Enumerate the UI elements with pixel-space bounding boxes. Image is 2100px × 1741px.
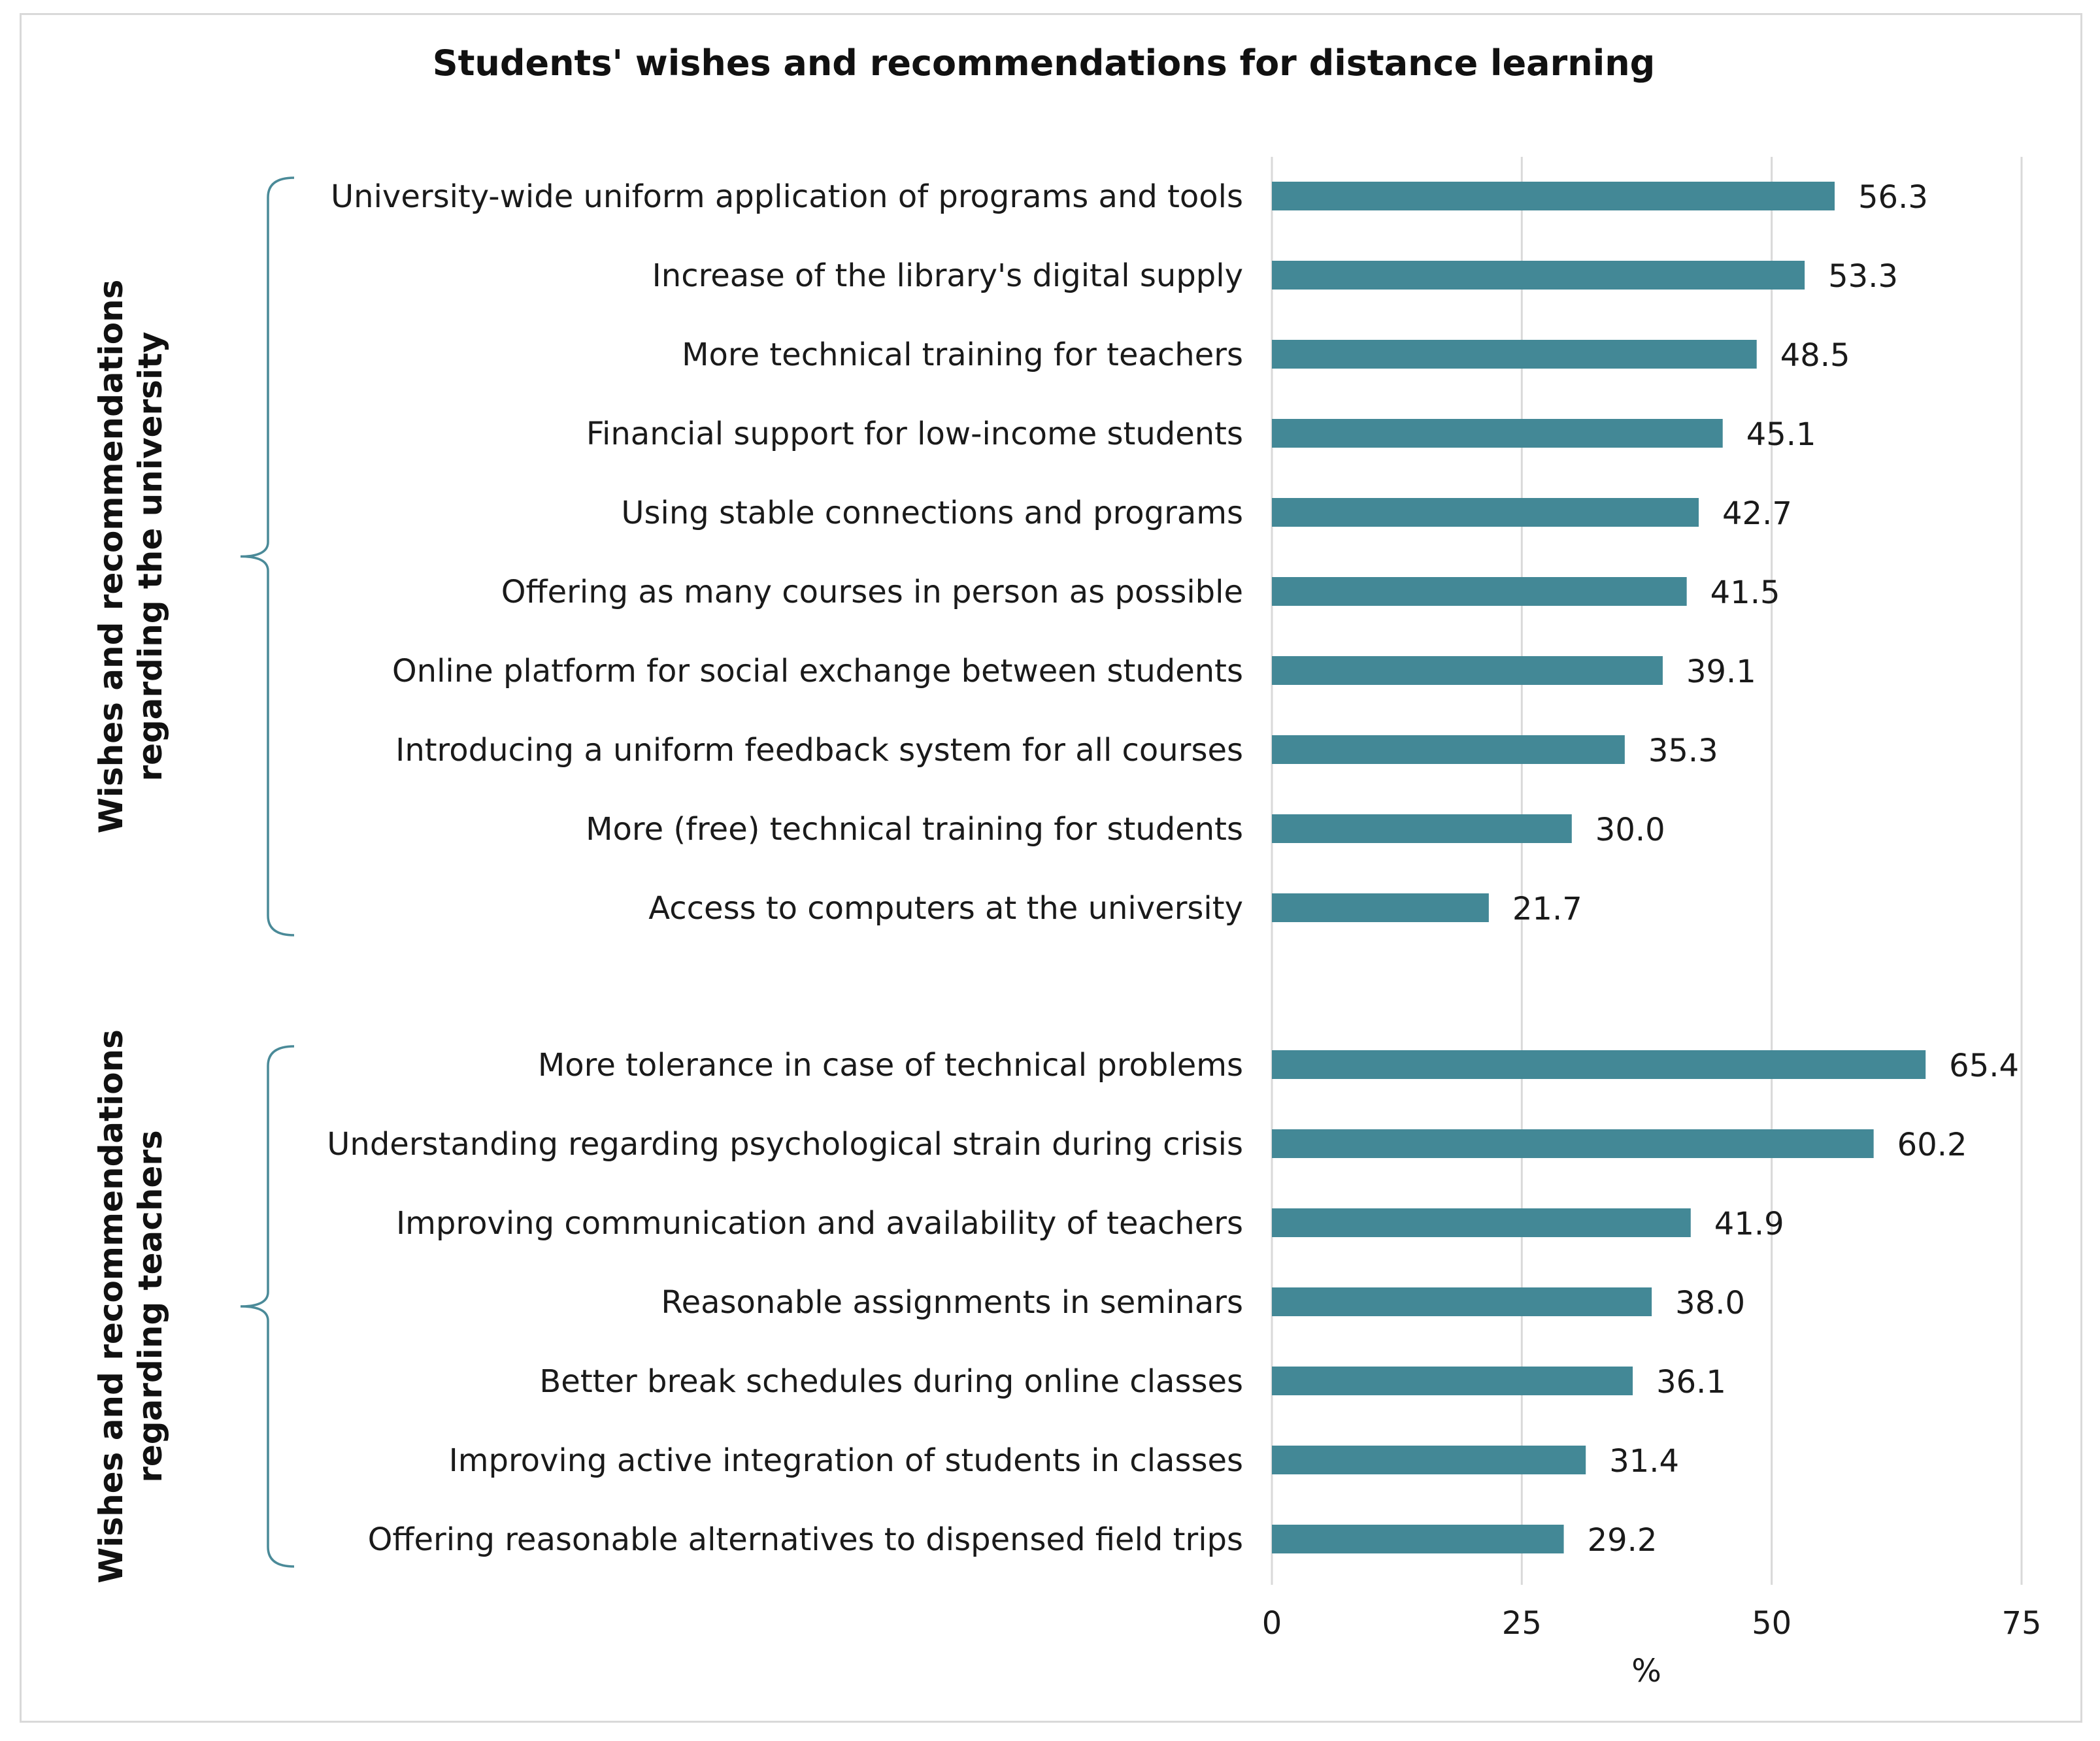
data-label: 30.0 <box>1595 812 1665 848</box>
group-brace <box>240 176 295 937</box>
bar <box>1272 1129 1874 1158</box>
category-label: More (free) technical training for stude… <box>586 811 1243 848</box>
group-label: Wishes and recommendationsregarding teac… <box>92 1029 169 1583</box>
bar <box>1272 656 1663 685</box>
data-label: 39.1 <box>1686 654 1756 690</box>
bar <box>1272 340 1757 369</box>
data-label: 31.4 <box>1609 1443 1679 1480</box>
category-labels: University-wide uniform application of p… <box>327 178 1243 1558</box>
category-label: Introducing a uniform feedback system fo… <box>395 732 1243 769</box>
group-label-line: regarding the university <box>131 331 169 781</box>
data-label: 38.0 <box>1675 1285 1745 1321</box>
data-label: 56.3 <box>1858 179 1928 216</box>
data-label: 65.4 <box>1949 1048 2019 1084</box>
category-label: Understanding regarding psychological st… <box>327 1126 1243 1163</box>
bar <box>1272 182 1835 210</box>
data-label: 42.7 <box>1722 495 1792 532</box>
bars <box>1272 182 1926 1553</box>
group-label-line: Wishes and recommendations <box>92 280 130 834</box>
category-label: Using stable connections and programs <box>621 495 1243 531</box>
category-label: Offering as many courses in person as po… <box>501 574 1243 610</box>
bar <box>1272 814 1572 843</box>
category-label: Offering reasonable alternatives to disp… <box>368 1521 1243 1558</box>
category-label: Access to computers at the university <box>648 890 1243 927</box>
category-label: More technical training for teachers <box>682 337 1243 373</box>
x-tick-label: 25 <box>1502 1605 1542 1642</box>
gridlines <box>1271 157 2023 1585</box>
bar <box>1272 893 1489 922</box>
data-label: 41.5 <box>1710 574 1780 611</box>
category-label: Reasonable assignments in seminars <box>661 1284 1243 1321</box>
bar <box>1272 1367 1633 1395</box>
group-brace <box>240 1045 295 1568</box>
data-label: 36.1 <box>1656 1364 1726 1401</box>
data-label: 53.3 <box>1828 258 1898 295</box>
data-label: 29.2 <box>1588 1522 1658 1559</box>
bar <box>1272 735 1625 764</box>
chart-title: Students' wishes and recommendations for… <box>433 42 1656 84</box>
data-label: 45.1 <box>1746 416 1816 453</box>
group-label-line: Wishes and recommendations <box>92 1029 130 1583</box>
bar <box>1272 498 1699 527</box>
data-label: 35.3 <box>1648 733 1718 769</box>
x-tick-label: 50 <box>1752 1605 1792 1642</box>
category-label: Financial support for low-income student… <box>586 416 1243 452</box>
category-label: Increase of the library's digital supply <box>652 257 1243 294</box>
bar <box>1272 1525 1564 1553</box>
group-label: Wishes and recommendationsregarding the … <box>92 280 169 834</box>
category-label: Better break schedules during online cla… <box>539 1363 1243 1400</box>
bar <box>1272 577 1687 606</box>
group-label-line: regarding teachers <box>131 1130 169 1483</box>
chart-frame <box>20 13 2082 1723</box>
data-label: 21.7 <box>1512 891 1582 927</box>
data-label: 48.5 <box>1780 337 1850 374</box>
category-label: More tolerance in case of technical prob… <box>538 1047 1243 1084</box>
data-label: 41.9 <box>1714 1206 1784 1242</box>
bar <box>1272 1446 1586 1474</box>
category-label: Online platform for social exchange betw… <box>392 653 1243 689</box>
category-label: Improving active integration of students… <box>449 1442 1243 1479</box>
group-annotations: Wishes and recommendationsregarding the … <box>92 176 295 1583</box>
x-axis-ticks: 0 25 50 75 <box>1262 1605 2042 1642</box>
bar <box>1272 261 1805 290</box>
bar <box>1272 1208 1691 1237</box>
bar <box>1272 419 1723 448</box>
bar <box>1272 1287 1652 1316</box>
x-tick-label: 75 <box>2001 1605 2041 1642</box>
bar <box>1272 1050 1926 1079</box>
x-tick-label: 0 <box>1262 1605 1282 1642</box>
value-labels: 56.3 53.3 48.5 45.1 42.7 41.5 39.1 35.3 30.0 21.7… <box>1512 179 2019 1559</box>
category-label: Improving communication and availability… <box>396 1205 1243 1242</box>
data-label: 60.2 <box>1897 1127 1967 1163</box>
x-axis-title: % <box>1631 1653 1661 1689</box>
category-label: University-wide uniform application of p… <box>331 178 1243 215</box>
